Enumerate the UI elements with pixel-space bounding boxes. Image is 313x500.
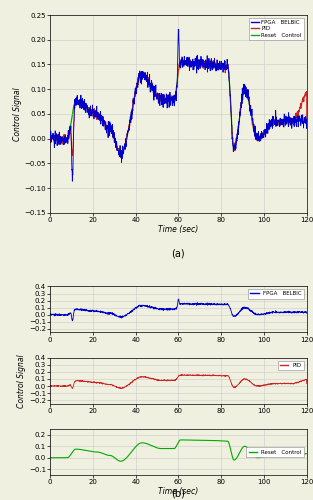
Legend: PID: PID	[278, 360, 304, 370]
Legend: Reset   Control: Reset Control	[247, 448, 304, 456]
Y-axis label: Control Signal: Control Signal	[17, 354, 26, 408]
X-axis label: Time (sec): Time (sec)	[158, 486, 198, 496]
Legend: FPGA   BELBIC: FPGA BELBIC	[248, 289, 304, 298]
Text: (b): (b)	[172, 489, 185, 499]
X-axis label: Time (sec): Time (sec)	[158, 224, 198, 234]
Text: (a): (a)	[172, 248, 185, 258]
Legend: FPGA   BELBIC, PID, Reset   Control: FPGA BELBIC, PID, Reset Control	[249, 18, 304, 40]
Y-axis label: Control Signal: Control Signal	[13, 87, 22, 141]
